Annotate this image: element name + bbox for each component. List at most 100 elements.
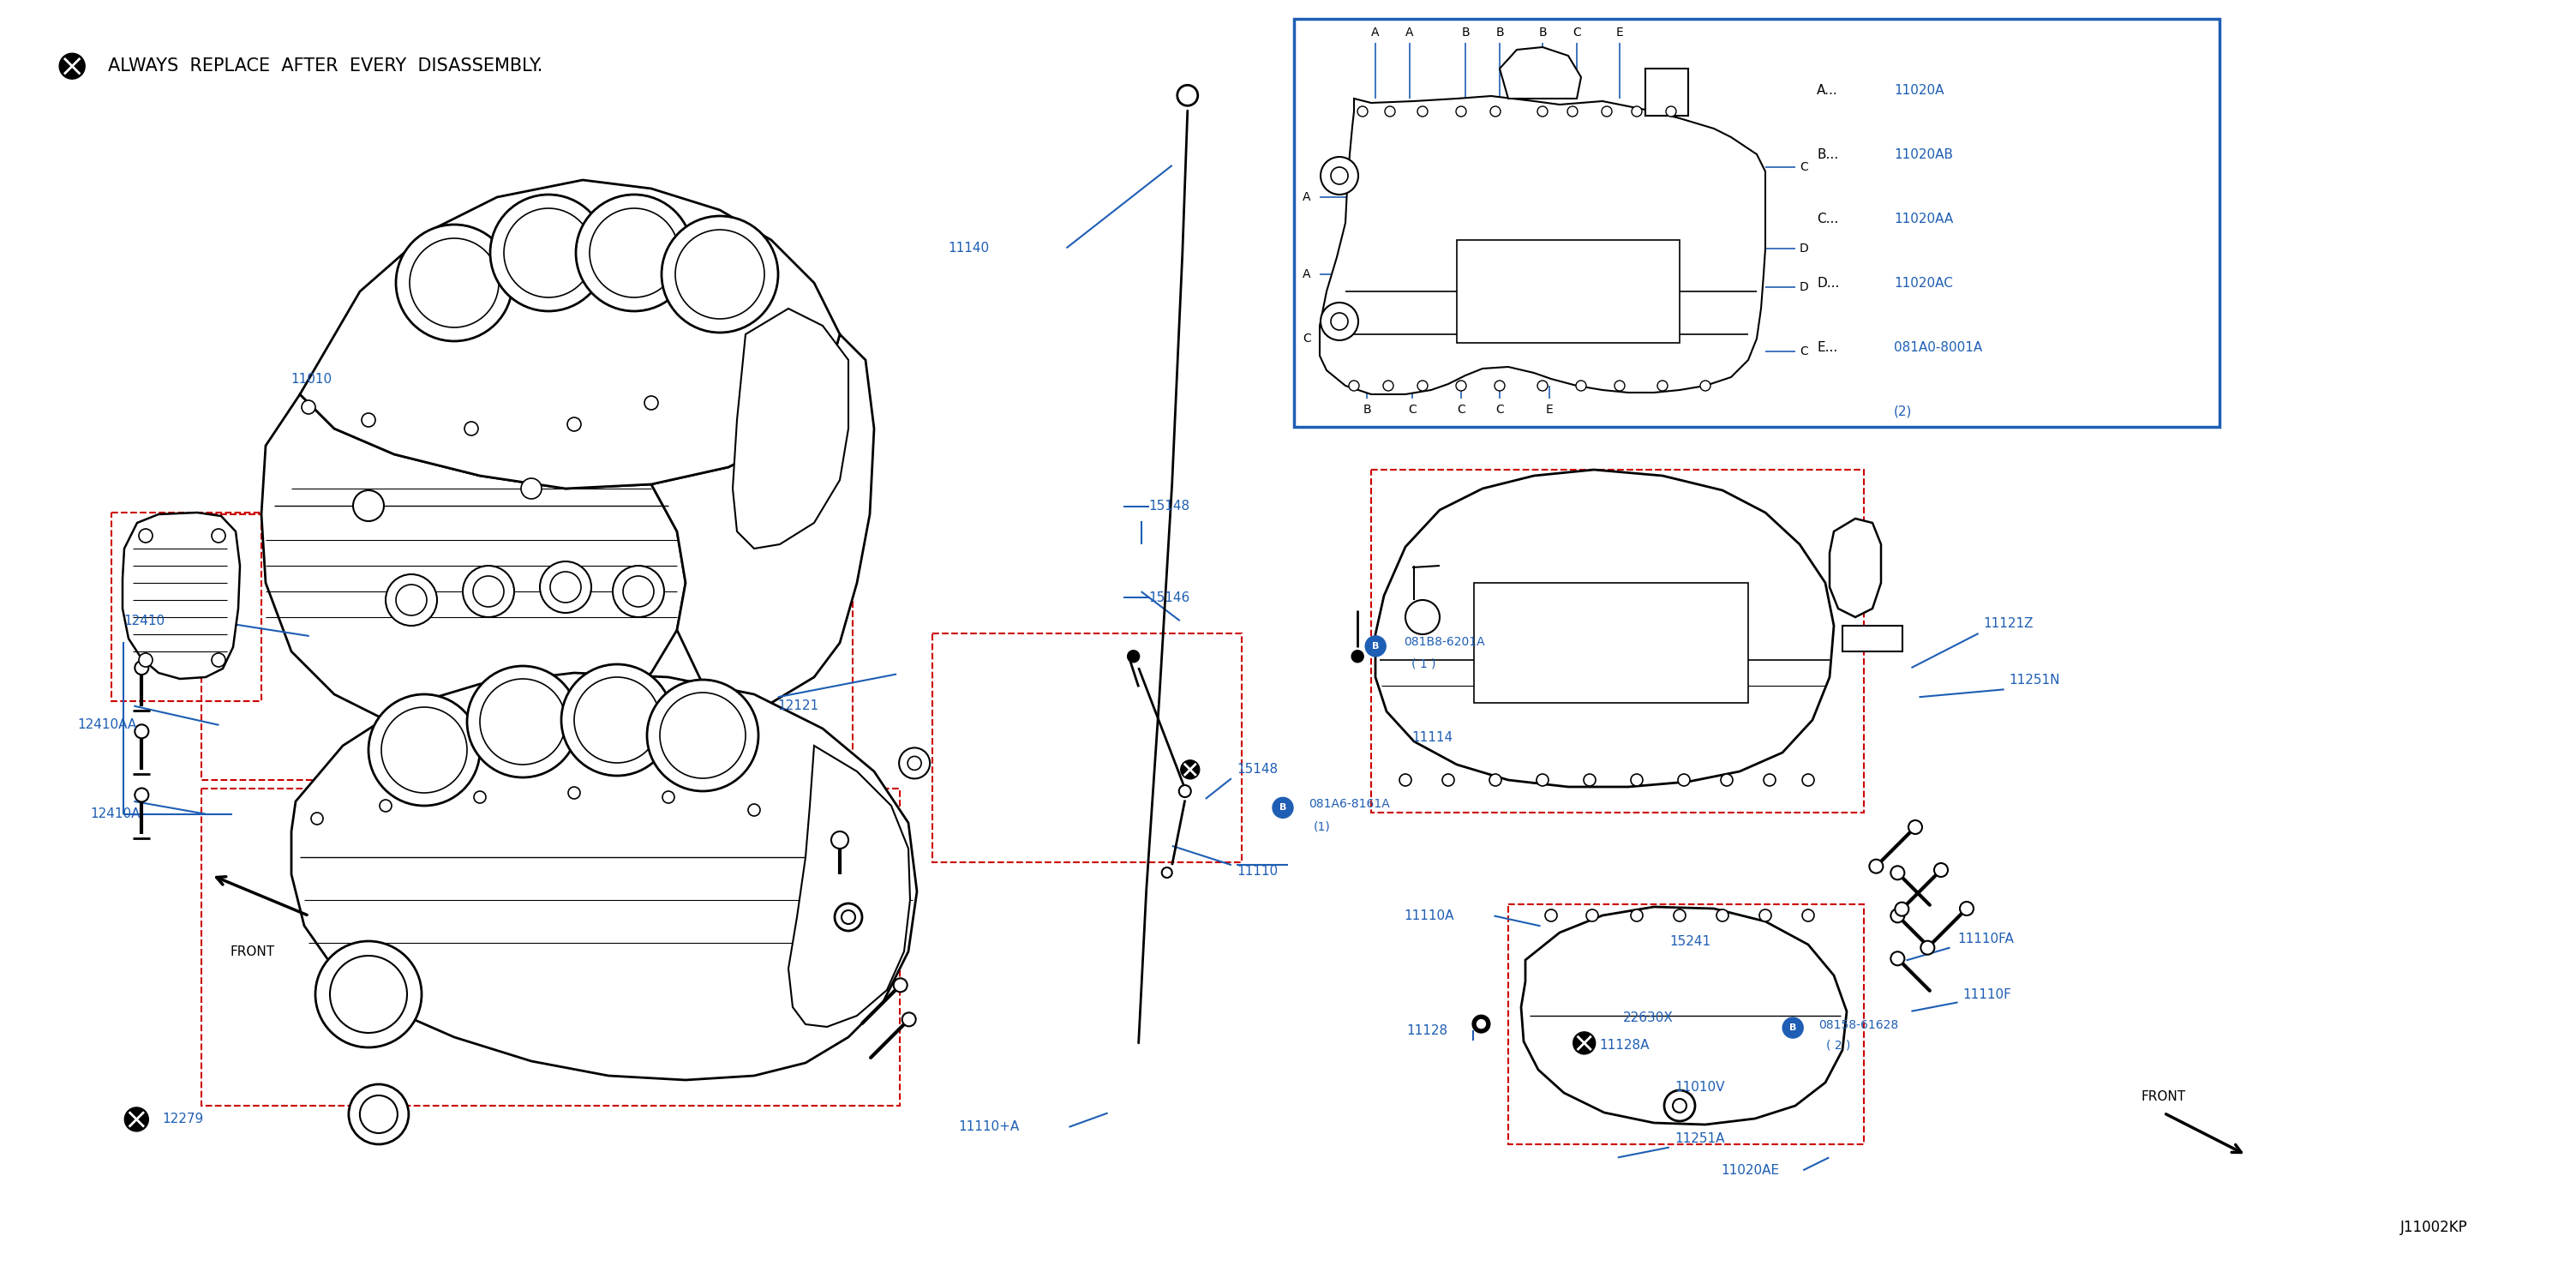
Circle shape — [474, 791, 487, 803]
Circle shape — [1891, 866, 1904, 880]
Circle shape — [59, 53, 85, 79]
Text: 11020AE: 11020AE — [1721, 1164, 1780, 1177]
Circle shape — [835, 903, 863, 931]
Circle shape — [397, 585, 428, 616]
Circle shape — [644, 396, 657, 410]
Circle shape — [1473, 1015, 1489, 1033]
Text: 08158-61628: 08158-61628 — [1819, 1019, 1899, 1032]
Circle shape — [1587, 909, 1597, 921]
Text: 11110: 11110 — [1236, 865, 1278, 878]
Text: 15146: 15146 — [1149, 591, 1190, 604]
Circle shape — [1162, 868, 1172, 878]
Circle shape — [659, 692, 744, 778]
Text: E: E — [1546, 403, 1553, 416]
Bar — [201, 514, 853, 780]
Circle shape — [1180, 761, 1200, 778]
Circle shape — [1664, 1090, 1695, 1121]
Polygon shape — [124, 513, 240, 679]
Text: 11110FA: 11110FA — [1958, 932, 2014, 945]
Text: C...: C... — [1816, 212, 1839, 225]
Text: C: C — [1497, 403, 1504, 416]
Text: A: A — [1370, 27, 1381, 38]
Circle shape — [623, 576, 654, 607]
Circle shape — [1870, 860, 1883, 873]
Circle shape — [613, 566, 665, 617]
Circle shape — [505, 209, 592, 298]
Polygon shape — [1499, 47, 1582, 98]
Circle shape — [124, 1108, 149, 1131]
Circle shape — [1538, 380, 1548, 391]
Circle shape — [1584, 773, 1595, 786]
Circle shape — [1935, 864, 1947, 876]
Circle shape — [361, 1095, 397, 1133]
Text: 15241: 15241 — [1669, 935, 1710, 948]
Circle shape — [1180, 785, 1190, 798]
Circle shape — [1783, 1018, 1803, 1038]
Circle shape — [1656, 380, 1667, 391]
Circle shape — [479, 679, 567, 764]
Circle shape — [301, 401, 314, 413]
Text: C: C — [1458, 403, 1466, 416]
Circle shape — [567, 417, 582, 431]
Text: J11002KP: J11002KP — [2401, 1220, 2468, 1235]
Circle shape — [139, 653, 152, 667]
Circle shape — [1383, 380, 1394, 391]
Circle shape — [1535, 773, 1548, 786]
Circle shape — [1765, 773, 1775, 786]
Text: C: C — [1801, 346, 1808, 357]
Circle shape — [1321, 303, 1358, 341]
Circle shape — [397, 225, 513, 341]
Text: 11128A: 11128A — [1600, 1039, 1649, 1052]
Circle shape — [1631, 107, 1641, 117]
Circle shape — [1721, 773, 1734, 786]
Circle shape — [134, 661, 149, 674]
Circle shape — [842, 911, 855, 923]
Text: ( 1 ): ( 1 ) — [1412, 658, 1435, 670]
Circle shape — [551, 571, 582, 603]
Circle shape — [1417, 380, 1427, 391]
Text: B: B — [1363, 403, 1370, 416]
Circle shape — [520, 478, 541, 499]
Circle shape — [1667, 107, 1677, 117]
Polygon shape — [1376, 469, 1834, 787]
Bar — [1473, 583, 1749, 703]
Circle shape — [1577, 380, 1587, 391]
Circle shape — [1546, 909, 1556, 921]
Circle shape — [1960, 902, 1973, 916]
Bar — [201, 789, 899, 1105]
Circle shape — [353, 490, 384, 522]
Circle shape — [348, 1084, 410, 1145]
Circle shape — [907, 757, 922, 770]
Circle shape — [574, 677, 659, 763]
Text: 11121Z: 11121Z — [1984, 617, 2032, 630]
Text: 11110A: 11110A — [1404, 909, 1453, 922]
Text: ALWAYS  REPLACE  AFTER  EVERY  DISASSEMBLY.: ALWAYS REPLACE AFTER EVERY DISASSEMBLY. — [108, 57, 544, 75]
Circle shape — [647, 679, 757, 791]
Text: 11010: 11010 — [291, 373, 332, 385]
Text: 12410AA: 12410AA — [77, 719, 137, 731]
Circle shape — [1352, 650, 1363, 663]
Text: E: E — [1615, 27, 1623, 38]
Circle shape — [314, 941, 422, 1047]
Circle shape — [1177, 85, 1198, 106]
Text: 12121: 12121 — [778, 700, 819, 712]
Circle shape — [410, 238, 500, 327]
Circle shape — [662, 216, 778, 332]
Text: E...: E... — [1816, 341, 1837, 354]
Polygon shape — [1829, 519, 1880, 617]
Bar — [111, 513, 260, 701]
Circle shape — [1672, 1099, 1687, 1113]
Text: A: A — [1303, 191, 1311, 204]
Circle shape — [569, 787, 580, 799]
Text: B: B — [1538, 27, 1546, 38]
Circle shape — [1273, 798, 1293, 818]
Circle shape — [1803, 773, 1814, 786]
Circle shape — [1538, 107, 1548, 117]
Circle shape — [330, 955, 407, 1033]
Circle shape — [134, 789, 149, 801]
Text: D: D — [1801, 243, 1808, 254]
Bar — [1370, 469, 1865, 813]
Circle shape — [1909, 820, 1922, 834]
Text: C: C — [1409, 403, 1417, 416]
Text: 12410: 12410 — [124, 614, 165, 627]
